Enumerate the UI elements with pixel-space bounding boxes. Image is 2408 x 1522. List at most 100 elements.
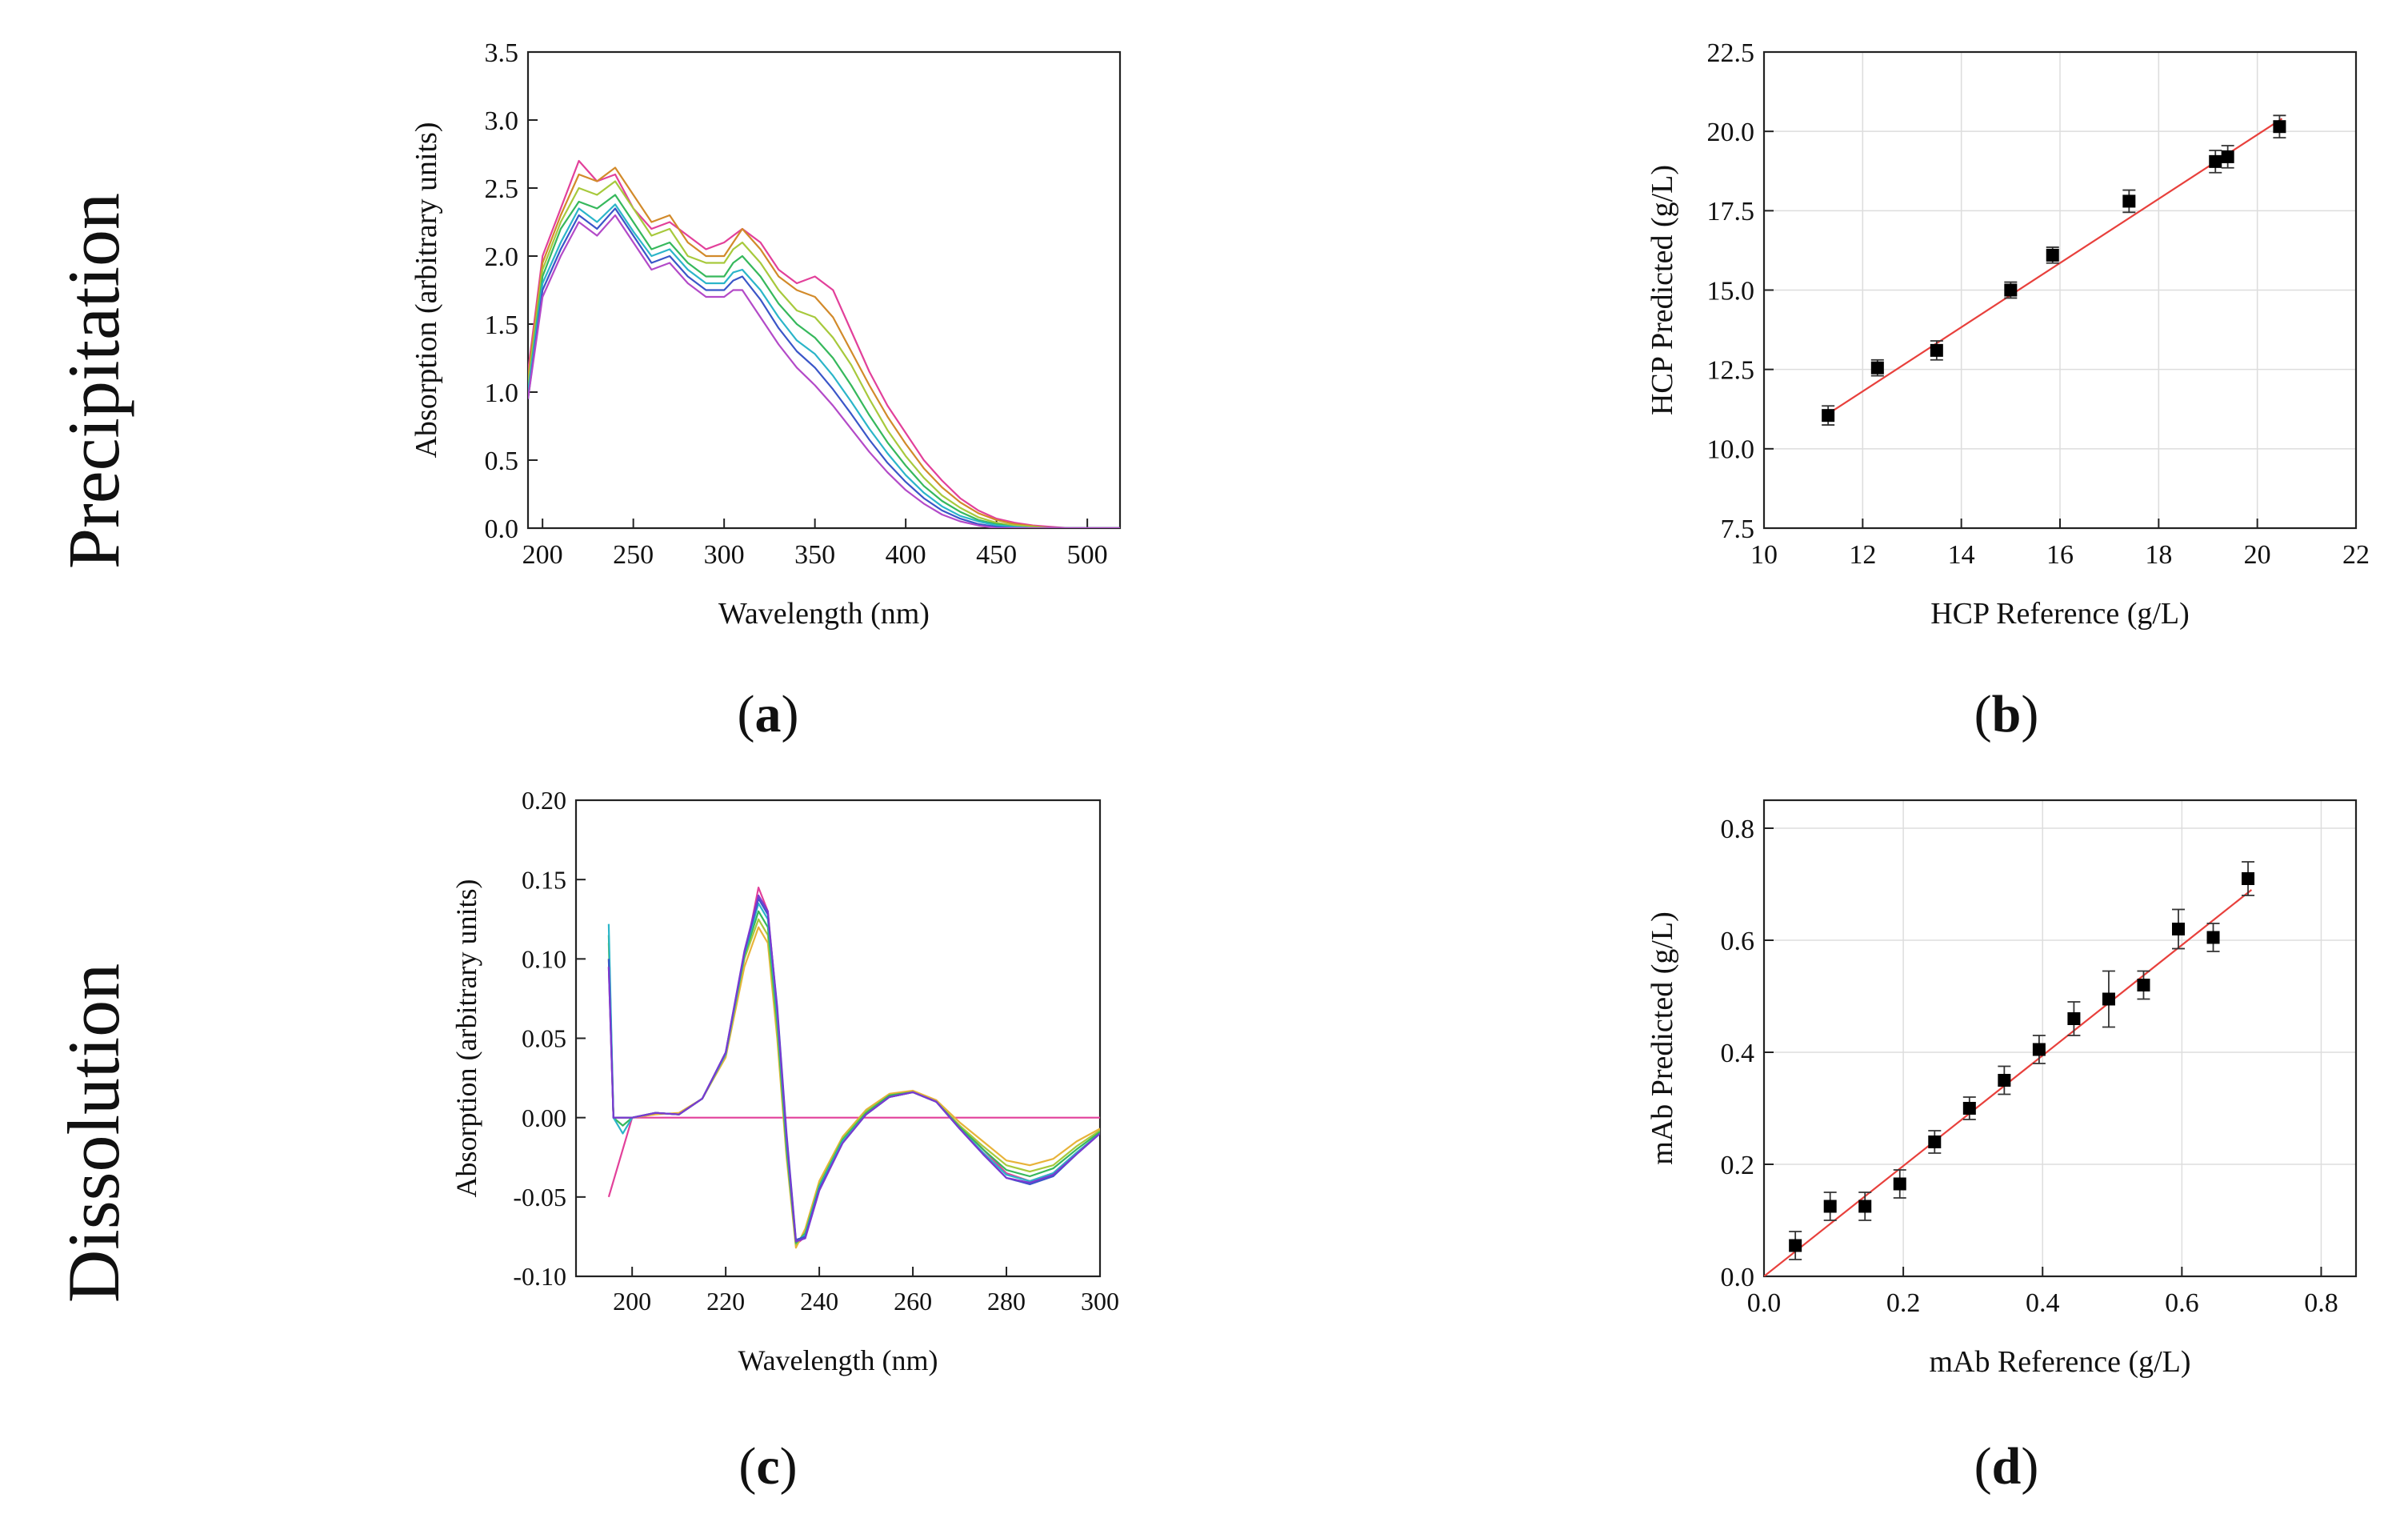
y-tick-label: 0.15: [522, 865, 566, 894]
x-tick-label: 0.6: [2165, 1288, 2199, 1318]
x-tick-label: 250: [613, 540, 654, 570]
data-point: [1789, 1239, 1802, 1252]
x-tick-label: 12: [1849, 540, 1876, 570]
fit-line: [1822, 118, 2283, 419]
y-tick-label: 0.10: [522, 945, 566, 974]
series-line-s1: [607, 887, 1100, 1246]
y-tick-label: 20.0: [1707, 118, 1755, 147]
data-point: [2122, 194, 2136, 208]
y-tick-label: 12.5: [1707, 356, 1755, 386]
y-tick-label: 22.5: [1707, 38, 1755, 68]
y-axis-label: mAb Predicted (g/L): [1646, 911, 1679, 1165]
data-point: [2221, 150, 2234, 163]
x-tick-label: 500: [1067, 540, 1108, 570]
series-line-s3: [528, 180, 1120, 528]
y-tick-label: 0.0: [1721, 1263, 1755, 1292]
plot-frame: [526, 50, 1122, 530]
x-tick-label: 0.0: [1747, 1288, 1782, 1318]
plot-frame: [1762, 799, 2358, 1278]
x-tick-label: 0.4: [2026, 1288, 2060, 1318]
y-tick-label: 7.5: [1721, 515, 1755, 544]
y-tick-label: -0.10: [513, 1262, 566, 1291]
x-tick-label: 300: [704, 540, 745, 570]
y-axis-label: HCP Predicted (g/L): [1646, 165, 1679, 415]
data-point: [1858, 1200, 1872, 1213]
plot-area: [528, 159, 1120, 528]
y-tick-label: 0.2: [1721, 1151, 1755, 1180]
data-point: [1893, 1177, 1906, 1191]
plot-area: [607, 887, 1100, 1249]
data-point: [2102, 992, 2115, 1006]
series-line-s6: [607, 897, 1100, 1241]
y-tick-label: 0.20: [522, 786, 566, 815]
data-point: [1962, 1102, 1976, 1115]
y-tick-label: 3.0: [485, 106, 519, 136]
plot-area: [1822, 114, 2286, 426]
x-tick-label: 400: [886, 540, 926, 570]
y-tick-label: 0.5: [485, 447, 519, 476]
data-point: [2273, 120, 2286, 134]
x-tick-label: 450: [976, 540, 1017, 570]
y-tick-label: 0.00: [522, 1103, 566, 1132]
data-point: [1870, 361, 1884, 374]
panel-label-d: (d): [1974, 1437, 2039, 1496]
y-axis-label: Absorption (arbitrary units): [450, 879, 482, 1198]
x-tick-label: 0.8: [2304, 1288, 2338, 1318]
panel-label-a: (a): [737, 685, 799, 743]
x-tick-label: 18: [2145, 540, 2172, 570]
y-tick-label: 1.5: [485, 310, 519, 340]
x-tick-label: 220: [706, 1287, 745, 1316]
data-point: [1823, 1200, 1837, 1213]
y-tick-label: 3.5: [485, 38, 519, 68]
data-point: [2004, 283, 2018, 297]
data-point: [2209, 154, 2222, 168]
data-point: [2032, 1043, 2046, 1056]
data-point: [2067, 1012, 2081, 1025]
panel-label-b: (b): [1974, 685, 2039, 743]
series-line-s6: [528, 207, 1120, 528]
x-tick-label: 0.2: [1886, 1288, 1921, 1318]
series-line-s2: [528, 166, 1120, 528]
series-line-s4: [607, 910, 1100, 1244]
panel-letter-d: d: [1991, 1437, 2022, 1496]
x-tick-label: 16: [2046, 540, 2074, 570]
data-point: [2206, 931, 2220, 944]
x-tick-label: 20: [2244, 540, 2271, 570]
x-tick-label: 260: [894, 1287, 932, 1316]
x-tick-label: 350: [794, 540, 835, 570]
panel-letter-a: a: [754, 685, 782, 743]
y-tick-label: 10.0: [1707, 435, 1755, 465]
x-axis-label: Wavelength (nm): [738, 1344, 938, 1376]
data-point: [2046, 248, 2059, 262]
series-line-s5: [607, 902, 1100, 1243]
y-tick-label: -0.05: [513, 1183, 566, 1212]
data-point: [1822, 409, 1835, 423]
series-line-s7: [528, 214, 1120, 528]
chart-c: 200 220 240 260 280 300 -0.10 -0.05 0.00 0.05 0.10…: [450, 786, 1119, 1376]
y-tick-label: 0.6: [1721, 927, 1755, 956]
y-tick-label: 0.0: [485, 515, 519, 544]
chart-b: 10 12 14 16 18 20 22 7.5 10.0 12.5 15.0 17.5 20.0 22.…: [1646, 38, 2370, 631]
panel-letter-b: b: [1991, 685, 2022, 743]
y-tick-label: 1.0: [485, 378, 519, 408]
y-tick-label: 15.0: [1707, 276, 1755, 306]
plot-frame: [574, 799, 1102, 1278]
panel-letter-c: c: [756, 1437, 780, 1496]
chart-d: 0.0 0.2 0.4 0.6 0.8 0.0 0.2 0.4 0.6 0.8 mAb Refere…: [1646, 799, 2358, 1379]
x-tick-label: 280: [987, 1287, 1026, 1316]
data-point: [1998, 1074, 2011, 1087]
y-tick-label: 0.05: [522, 1024, 566, 1053]
series-line-s7: [607, 894, 1100, 1243]
x-axis-label: Wavelength (nm): [718, 597, 930, 631]
plot-area: [1764, 861, 2255, 1276]
y-axis-label: Absorption (arbitrary units): [410, 122, 443, 458]
y-tick-label: 2.0: [485, 242, 519, 272]
x-axis-label: HCP Reference (g/L): [1930, 597, 2190, 631]
y-tick-label: 2.5: [485, 174, 519, 204]
y-tick-label: 0.8: [1721, 815, 1755, 844]
x-tick-label: 22: [2342, 540, 2370, 570]
y-tick-label: 17.5: [1707, 197, 1755, 226]
data-point: [2137, 979, 2150, 991]
x-tick-label: 200: [613, 1287, 651, 1316]
